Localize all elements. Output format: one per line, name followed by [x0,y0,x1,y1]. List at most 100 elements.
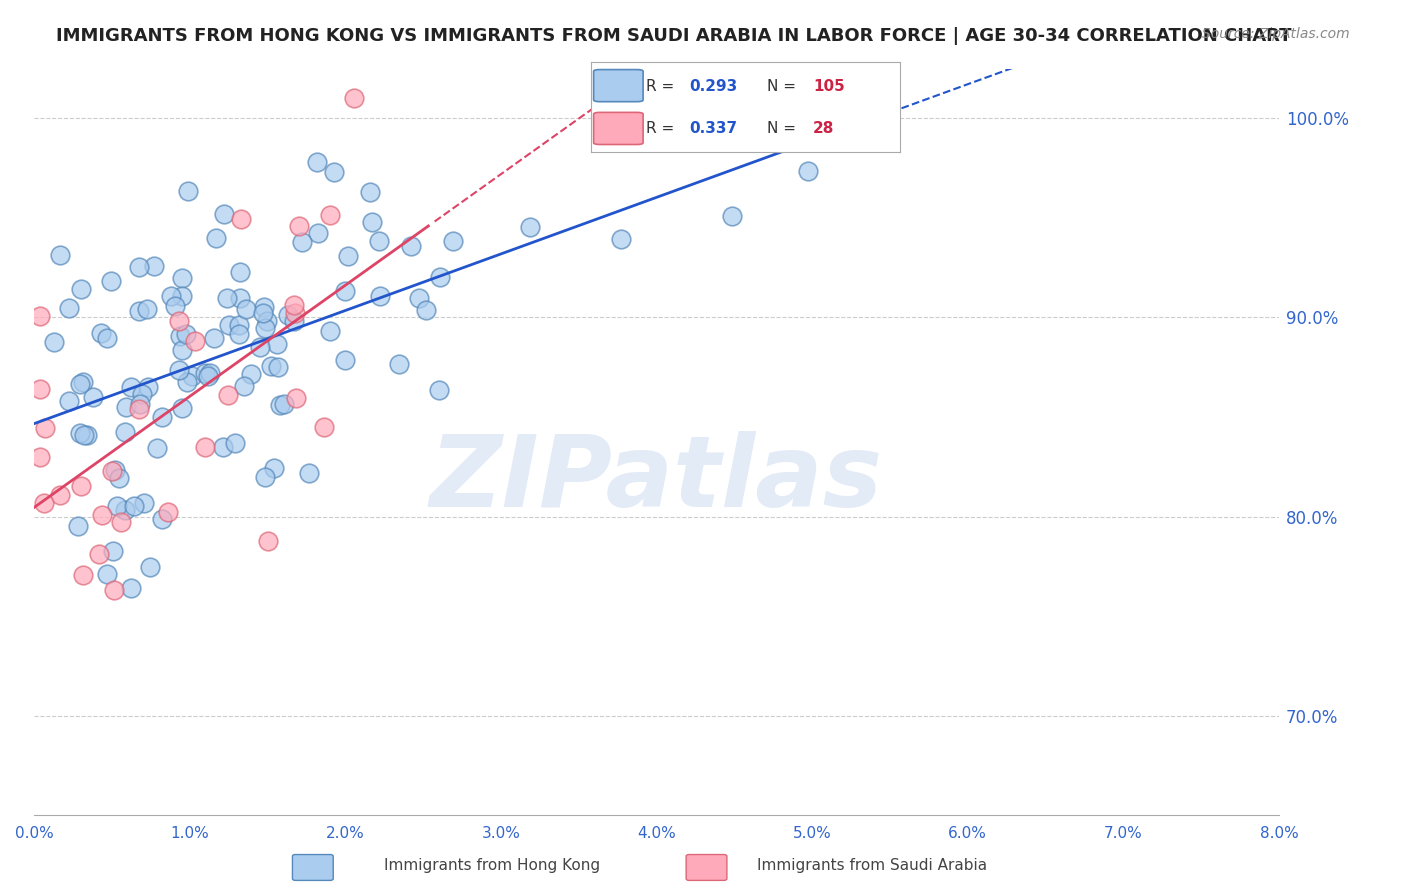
Point [228,264,250,278]
Point [408,291,430,305]
Point [217,291,239,305]
Point [128,260,150,274]
Point [28,382,51,396]
Point [120,581,142,595]
Point [360,214,382,228]
Point [136,380,159,394]
Point [172,343,194,358]
FancyBboxPatch shape [593,112,643,145]
Point [721,209,744,223]
Point [797,164,820,178]
Point [72,376,94,390]
Text: Source: ZipAtlas.com: Source: ZipAtlas.com [1202,27,1350,41]
Point [100,274,122,288]
Point [253,300,276,314]
Point [427,383,450,397]
Point [368,289,391,303]
Text: N =: N = [766,79,800,94]
Point [132,496,155,510]
Point [263,461,285,475]
Point [343,91,366,105]
Point [163,299,186,313]
FancyBboxPatch shape [593,70,643,102]
Point [333,353,356,368]
Point [249,340,271,354]
Text: 0.337: 0.337 [689,121,738,136]
Point [336,249,359,263]
Point [167,313,190,327]
Point [110,515,132,529]
Point [128,304,150,318]
Text: IMMIGRANTS FROM HONG KONG VS IMMIGRANTS FROM SAUDI ARABIA IN LABOR FORCE | AGE 3: IMMIGRANTS FROM HONG KONG VS IMMIGRANTS … [56,27,1292,45]
Point [257,534,280,549]
Point [224,435,246,450]
Point [174,326,197,341]
Point [441,234,464,248]
Text: 28: 28 [813,121,835,136]
Point [30,309,52,323]
Point [415,302,437,317]
Text: R =: R = [647,79,679,94]
Point [104,463,127,477]
Point [267,359,290,374]
Point [239,368,262,382]
Point [105,500,128,514]
Point [283,298,305,312]
Point [156,505,179,519]
Point [291,235,314,249]
Point [335,284,357,298]
Point [256,314,278,328]
Point [284,305,307,319]
Point [103,583,125,598]
Point [194,366,217,380]
Point [49,488,72,502]
Point [76,428,98,442]
Point [139,560,162,574]
Point [314,420,336,434]
Point [388,357,411,371]
Point [120,380,142,394]
Point [252,306,274,320]
Point [91,508,114,522]
Point [66,518,89,533]
Point [34,421,56,435]
Point [128,402,150,417]
Point [49,247,72,261]
Point [150,409,173,424]
Point [229,212,252,227]
Point [287,219,309,233]
Point [172,401,194,416]
Text: R =: R = [647,121,679,136]
Point [114,502,136,516]
Text: 105: 105 [813,79,845,94]
Point [69,425,91,440]
Point [183,334,205,348]
Point [145,441,167,455]
Point [90,326,112,340]
Point [218,318,240,332]
Point [72,568,94,582]
Point [170,271,193,285]
Point [169,328,191,343]
Point [170,289,193,303]
Point [108,471,131,485]
Point [96,330,118,344]
Text: N =: N = [766,121,800,136]
Point [58,394,80,409]
Point [284,391,307,405]
Point [101,464,124,478]
Point [32,496,55,510]
Text: 0.293: 0.293 [689,79,738,94]
Point [259,359,281,374]
Point [319,325,342,339]
Point [519,220,541,235]
Text: ZIPatlas: ZIPatlas [430,431,883,528]
Point [96,566,118,581]
Point [205,231,228,245]
Point [69,377,91,392]
Point [136,302,159,317]
Point [197,368,219,383]
Point [181,369,204,384]
Point [228,291,250,305]
Point [194,440,217,454]
